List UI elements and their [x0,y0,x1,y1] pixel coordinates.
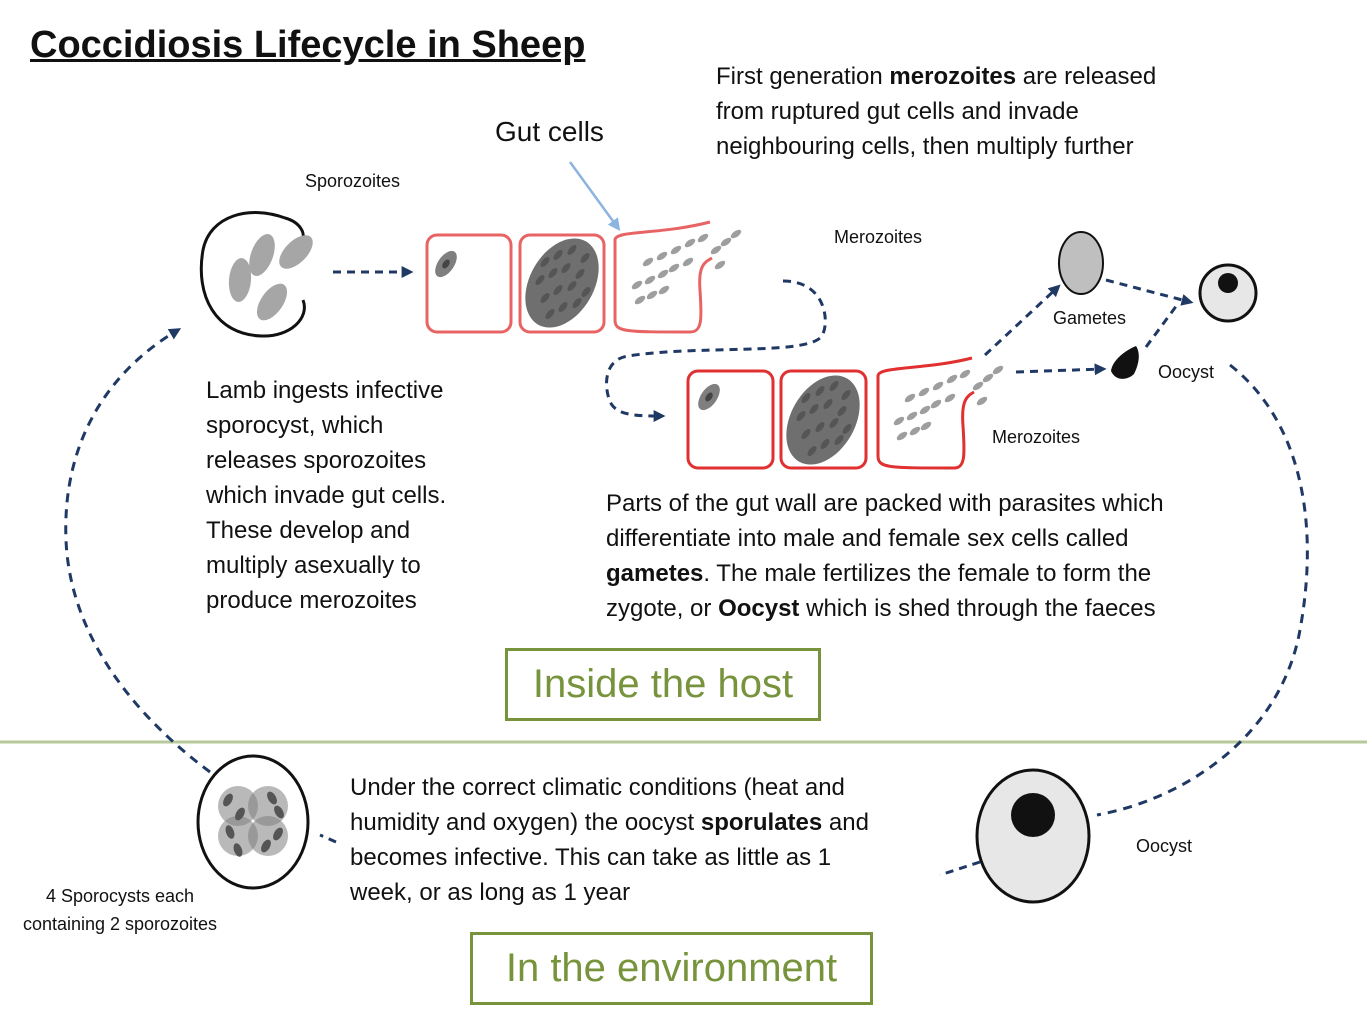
text-segment: . The male fertilizes the female to form… [703,560,1152,587]
arrow-first-to-second-generation [605,279,827,422]
oocyst-host-nucleus [1218,273,1238,293]
lamb-line-2: sporocyst, which [206,412,384,439]
arrow-text-to-sporocysts [319,833,337,844]
text-segment: zygote, or [606,595,719,622]
sporulation-line-2: humidity and oxygen) the oocyst sporulat… [350,805,869,840]
inside-host-section-label: Inside the host [505,648,821,721]
arrow-male-to-oocyst [1144,304,1179,348]
oocyst-environment-nucleus [1011,793,1055,837]
lamb-line-7: produce merozoites [206,587,417,614]
arrow-female-to-oocyst [1105,278,1194,306]
first-generation-line-1: First generation merozoites are released [716,59,1156,94]
merozoites-label-bottom: Merozoites [992,427,1081,447]
arrow-host-to-environment [1096,363,1309,817]
first-generation-line-3: neighbouring cells, then multiply furthe… [716,133,1134,160]
gut-wall-line-3: gametes. The male fertilizes the female … [606,556,1164,591]
text-segment: humidity and oxygen) the oocyst [350,809,701,836]
page-title: Coccidiosis Lifecycle in Sheep [30,24,586,66]
arrow-to-male-gamete [1015,363,1107,376]
sporulated-oocyst-icon [196,754,310,890]
term-merozoites: merozoites [889,63,1017,90]
text-segment: First generation [716,63,890,90]
term-oocyst: Oocyst [718,595,800,622]
male-gamete-icon [1111,346,1139,379]
lamb-line-4: which invade gut cells. [206,482,447,509]
term-gametes: gametes [606,560,704,587]
oocyst-host-label: Oocyst [1158,362,1215,382]
lamb-line-3: releases sporozoites [206,447,427,474]
text-segment: which is shed through the faeces [799,595,1156,622]
female-gamete-icon [1058,231,1104,295]
sporulation-line-4: week, or as long as 1 year [350,879,631,906]
merozoites-label-top: Merozoites [834,227,923,247]
oocyst-environment-label: Oocyst [1136,836,1193,856]
lamb-line-5: These develop and [206,517,411,544]
gut-wall-line-2: differentiate into male and female sex c… [606,525,1129,552]
arrow-oocyst-to-sporulation [939,860,981,877]
first-generation-line-2: from ruptured gut cells and invade [716,98,1079,125]
lamb-ingestion-description: Lamb ingests infective sporocyst, which … [206,373,446,618]
arrow-to-female-gamete [983,284,1061,357]
lamb-line-1: Lamb ingests infective [206,377,444,404]
text-segment: and [822,809,869,836]
gut-cells-pointer [568,161,621,232]
sporulation-description: Under the correct climatic conditions (h… [350,770,869,910]
gut-wall-description: Parts of the gut wall are packed with pa… [606,486,1164,626]
sporocysts-label: 4 Sporocysts each containing 2 sporozoit… [22,886,218,934]
first-generation-description: First generation merozoites are released… [716,59,1156,164]
gut-wall-line-4: zygote, or Oocyst which is shed through … [606,591,1164,626]
arrow-environment-to-host [64,328,211,774]
gut-wall-line-1: Parts of the gut wall are packed with pa… [606,490,1164,517]
sporulation-line-1: Under the correct climatic conditions (h… [350,774,845,801]
sporozoites-label: Sporozoites [305,171,401,191]
sporocyst-open-icon [199,211,313,338]
gut-cells-row-2 [686,356,1004,470]
text-segment: are released [1016,63,1157,90]
gut-cells-label: Gut cells [495,116,604,147]
environment-section-label: In the environment [470,932,873,1005]
gametes-label: Gametes [1053,308,1127,328]
gut-cells-row-1 [425,220,742,334]
lamb-line-6: multiply asexually to [206,552,421,579]
sporulation-line-3: becomes infective. This can take as litt… [350,844,832,871]
term-sporulates: sporulates [700,809,823,836]
